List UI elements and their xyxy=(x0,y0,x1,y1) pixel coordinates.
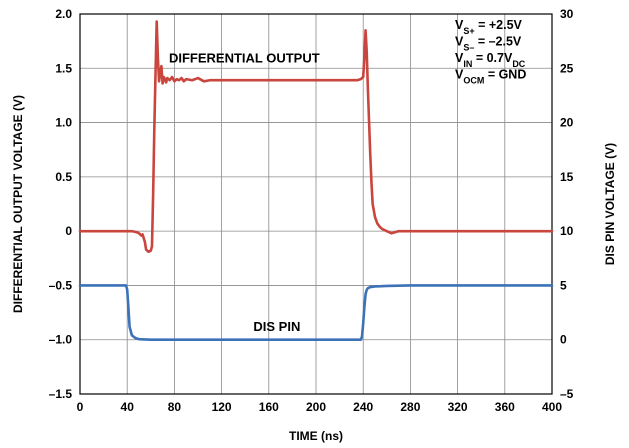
x-tick-label: 320 xyxy=(448,400,468,414)
x-tick-label: 160 xyxy=(259,400,279,414)
x-axis-label: TIME (ns) xyxy=(289,429,343,443)
y-right-tick-label: 20 xyxy=(560,116,574,130)
y-right-tick-label: 30 xyxy=(560,7,574,21)
x-tick-label: 360 xyxy=(495,400,515,414)
y-left-tick-label: –1.5 xyxy=(49,387,73,401)
y-right-tick-label: 5 xyxy=(560,278,567,292)
tick-labels: 0 40 80 120 160 200 240 280 320 360 400–1.5–1.0–0.… xyxy=(49,7,574,414)
x-tick-label: 280 xyxy=(400,400,420,414)
x-tick-label: 0 xyxy=(77,400,84,414)
y-right-tick-label: 15 xyxy=(560,170,574,184)
y-right-tick-label: 25 xyxy=(560,61,574,75)
condition-line: VOCM = GND xyxy=(455,68,526,86)
y-left-tick-label: 0.5 xyxy=(55,170,72,184)
y-right-tick-label: 10 xyxy=(560,224,574,238)
x-tick-label: 400 xyxy=(542,400,562,414)
y-axis-right-label: DIS PIN VOLTAGE (V) xyxy=(603,143,617,265)
annotation-differential-output: DIFFERENTIAL OUTPUT xyxy=(169,50,320,65)
y-left-tick-label: 1.5 xyxy=(55,61,72,75)
condition-line: VS– = –2.5V xyxy=(455,35,522,53)
y-left-tick-label: 0 xyxy=(65,224,72,238)
gridlines xyxy=(80,14,552,394)
y-right-tick-label: –5 xyxy=(560,387,574,401)
x-tick-label: 120 xyxy=(212,400,232,414)
series-line-dis-pin xyxy=(78,284,554,342)
condition-line: VIN = 0.7VDC xyxy=(455,51,526,69)
series-layer xyxy=(78,20,554,342)
annotation-dis-pin: DIS PIN xyxy=(253,319,300,334)
x-tick-label: 40 xyxy=(121,400,135,414)
y-left-tick-label: 2.0 xyxy=(55,7,72,21)
x-tick-label: 200 xyxy=(306,400,326,414)
series-line-differential-output xyxy=(78,20,554,254)
y-left-tick-label: –0.5 xyxy=(49,278,73,292)
y-left-tick-label: 1.0 xyxy=(55,116,72,130)
y-right-tick-label: 0 xyxy=(560,333,567,347)
y-left-tick-label: –1.0 xyxy=(49,333,73,347)
condition-line: VS+ = +2.5V xyxy=(455,18,523,36)
plot-frame xyxy=(79,13,553,395)
x-tick-label: 80 xyxy=(168,400,182,414)
y-axis-left-label: DIFFERENTIAL OUTPUT VOLTAGE (V) xyxy=(11,95,25,313)
x-tick-label: 240 xyxy=(353,400,373,414)
